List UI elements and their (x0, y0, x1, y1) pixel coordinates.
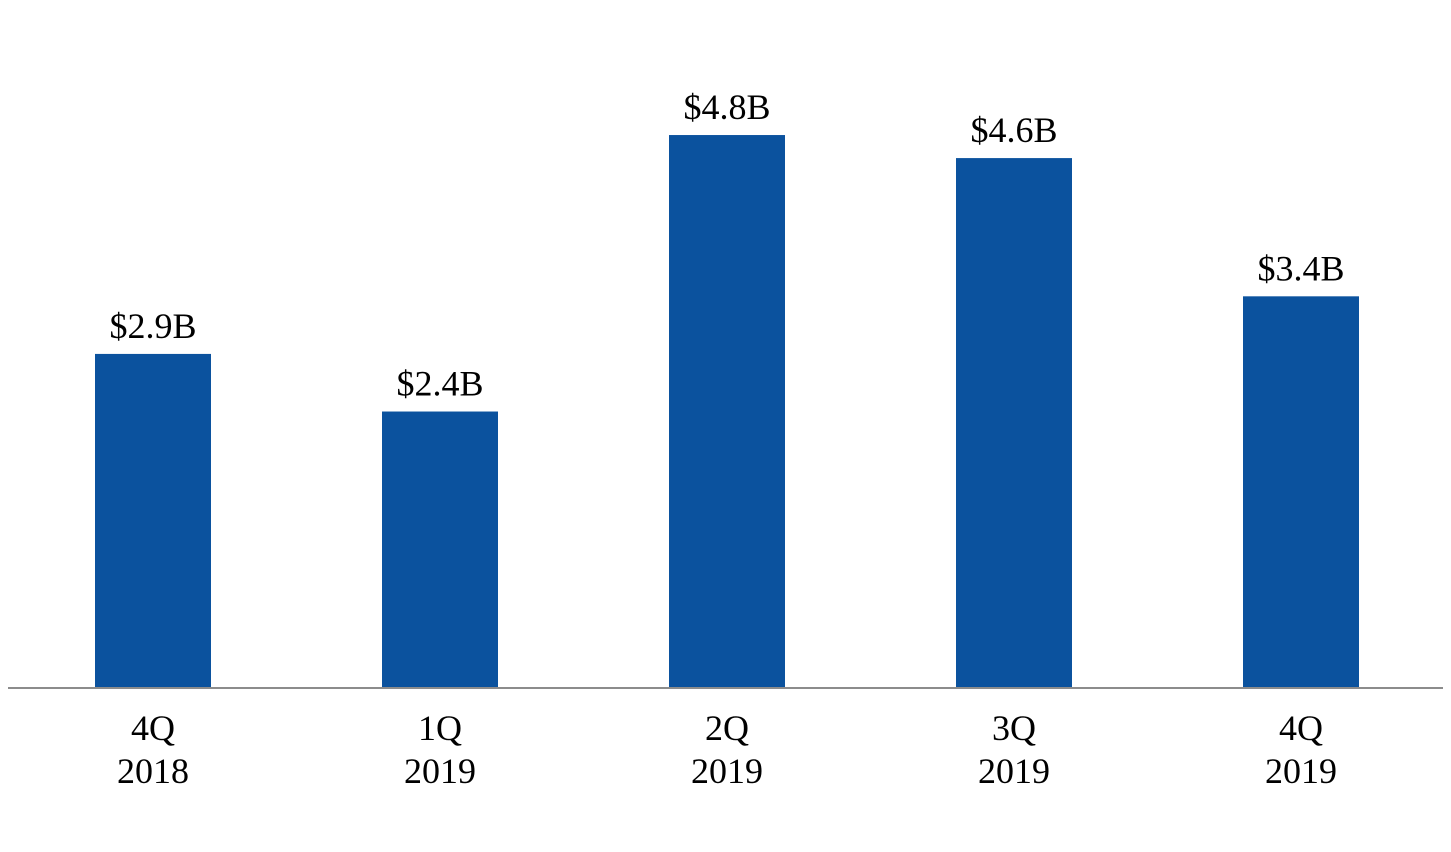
bar-3 (956, 158, 1072, 688)
bars-group (95, 135, 1359, 689)
data-label-0: $2.9B (109, 306, 196, 346)
data-label-3: $4.6B (970, 110, 1057, 150)
bar-1 (382, 411, 498, 688)
bar-0 (95, 353, 211, 688)
data-labels-group: $2.9B $2.4B $4.8B $4.6B $3.4B (109, 87, 1344, 403)
x-tick-label-3-line-2: 2019 (978, 751, 1050, 791)
x-tick-label-2-line-1: 2Q (705, 708, 749, 748)
bar-2 (669, 135, 785, 689)
data-label-4: $3.4B (1257, 248, 1344, 288)
x-tick-label-4-line-1: 4Q (1279, 708, 1323, 748)
x-tick-label-1-line-2: 2019 (404, 751, 476, 791)
x-tick-label-0-line-1: 4Q (131, 708, 175, 748)
data-label-2: $4.8B (683, 87, 770, 127)
x-tick-label-2-line-2: 2019 (691, 751, 763, 791)
x-tick-label-0-line-2: 2018 (117, 751, 189, 791)
data-label-1: $2.4B (396, 364, 483, 404)
x-tick-label-1-line-1: 1Q (418, 708, 462, 748)
x-tick-label-4-line-2: 2019 (1265, 751, 1337, 791)
bar-4 (1243, 296, 1359, 688)
x-tick-label-3-line-1: 3Q (992, 708, 1036, 748)
